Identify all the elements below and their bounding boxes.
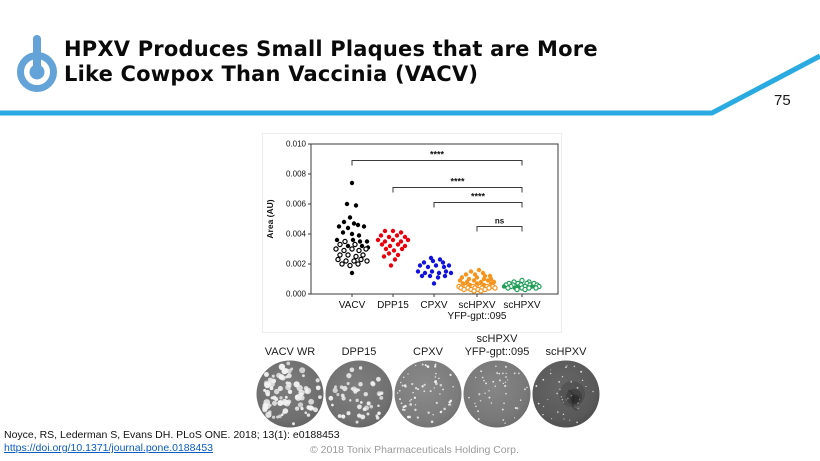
svg-text:****: **** [471,192,486,202]
svg-text:scHPXV: scHPXV [458,300,496,311]
petri-dish-item: scHPXV [532,331,600,428]
series-schpxv-yfp-gpt-095 [456,267,498,294]
petri-dish-item: DPP15 [325,331,393,428]
dish-label: DPP15 [341,345,377,358]
plaque-area-scatter-chart: 0.000 0.002 0.004 0.006 0.008 0.010 Area (AU) *… [265,140,559,322]
series-cpxv [415,255,454,286]
svg-text:0.008: 0.008 [286,170,307,179]
plaque-area-chart-figure: 0.000 0.002 0.004 0.006 0.008 0.010 Area (AU) *… [262,133,562,333]
significance-brackets: **** **** **** ns [351,150,523,232]
petri-dish-image [256,360,324,428]
svg-text:****: **** [430,150,445,160]
scatter-points [333,180,542,294]
svg-text:scHPXV: scHPXV [503,300,541,311]
svg-text:0.000: 0.000 [286,290,307,299]
title-line-1: HPXV Produces Small Plaques that are Mor… [64,37,598,61]
page-title: HPXV Produces Small Plaques that are Mor… [64,37,704,87]
svg-text:VACV: VACV [339,300,366,311]
dish-label: scHPXV YFP-gpt::095 [464,333,530,358]
petri-dish-image [325,360,393,428]
svg-text:YFP-gpt::095: YFP-gpt::095 [448,311,507,322]
dish-label: VACV WR [264,345,316,358]
doi-link[interactable]: https://doi.org/10.1371/journal.pone.018… [4,442,214,454]
page-number: 75 [774,92,791,109]
plot-frame [310,143,559,295]
svg-text:0.004: 0.004 [286,230,307,239]
dish-label: scHPXV [545,345,587,358]
series-dpp15 [375,228,411,268]
svg-text:0.010: 0.010 [286,140,307,149]
copyright-text: © 2018 Tonix Pharmaceuticals Holding Cor… [310,444,519,456]
y-axis-label: Area (AU) [265,199,275,238]
dish-label: CPXV [413,345,443,358]
petri-dish-item: VACV WR [256,331,324,428]
petri-dish-item: scHPXV YFP-gpt::095 [463,331,531,428]
series-schpxv [501,277,542,293]
dark-smudge [559,381,585,411]
svg-text:0.006: 0.006 [286,200,307,209]
series-vacv [333,180,371,276]
petri-dish-image [532,360,600,428]
svg-text:****: **** [450,177,465,187]
y-axis: 0.000 0.002 0.004 0.006 0.008 0.010 [286,140,311,299]
petri-dish-image [463,360,531,428]
svg-text:DPP15: DPP15 [377,300,409,311]
svg-text:CPXV: CPXV [420,300,448,311]
plaque-dish-row: VACV WR DPP15 CPXV scHPXV YFP-gpt::095 scHPXV [256,331,602,428]
power-button-logo-icon [17,35,57,92]
petri-dish-image [394,360,462,428]
petri-dish-item: CPXV [394,331,462,428]
title-line-2: Like Cowpox Than Vaccinia (VACV) [64,62,479,86]
citation-text: Noyce, RS, Lederman S, Evans DH. PLoS ON… [4,429,340,441]
citation-block: Noyce, RS, Lederman S, Evans DH. PLoS ON… [4,429,340,455]
svg-text:ns: ns [495,217,505,226]
svg-text:0.002: 0.002 [286,260,307,269]
